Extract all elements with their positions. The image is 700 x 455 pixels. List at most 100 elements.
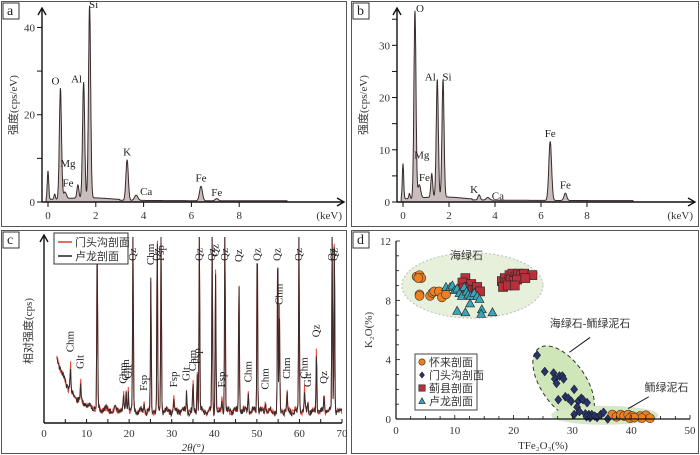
peak-label-ca: Ca xyxy=(140,186,152,198)
y-tick-label: 0 xyxy=(386,414,392,426)
x-tick-label: 8 xyxy=(236,210,242,222)
peak-label-chm: Chm xyxy=(64,330,76,352)
peak-label-mg: Mg xyxy=(60,158,76,170)
data-point-diamond xyxy=(552,378,561,389)
peak-label-fsp: Fsp xyxy=(138,374,150,390)
legend-label: 门头沟剖面 xyxy=(429,368,484,382)
peak-label-chm: Chm xyxy=(281,357,293,379)
peak-label-fe: Fe xyxy=(62,177,73,189)
peak-label-k: K xyxy=(123,146,131,158)
peak-label-chm: Chm xyxy=(299,357,311,379)
x-tick-label: 2 xyxy=(446,210,452,222)
y-tick-label: 0 xyxy=(385,197,391,209)
x-tick-label: 0 xyxy=(41,428,47,440)
panel-letter-box xyxy=(352,2,370,20)
data-point-triangle xyxy=(476,308,487,318)
peak-label-fsp: Fsp xyxy=(216,371,228,387)
peak-label-ca: Ca xyxy=(492,190,504,202)
x-axis-label: (keV) xyxy=(667,210,693,222)
peak-label-chm: Chm xyxy=(259,368,271,390)
x-tick-label: 2 xyxy=(93,210,99,222)
data-point-diamond xyxy=(559,374,568,384)
legend-marker-circle xyxy=(418,358,426,366)
legend-label: 卢龙剖面 xyxy=(75,249,119,263)
y-tick-label: 4 xyxy=(386,355,392,367)
data-point-circle xyxy=(413,273,424,283)
y-tick-label: 12 xyxy=(380,236,391,248)
legend-label: 蓟县剖面 xyxy=(429,381,473,395)
data-point-triangle xyxy=(452,305,463,315)
region-label-glauconite: 海绿石 xyxy=(450,248,483,262)
data-point-diamond xyxy=(554,394,563,405)
data-point-diamond xyxy=(575,406,584,417)
y-axis-label: 强度(cps/eV) xyxy=(356,75,370,135)
eds-chart-b: 0 2 4 6 8 0 10 20 30 (keV) 强度(cps/eV) O Fe Mg Al Si K Ca F… xyxy=(352,2,697,222)
y-tick-label: 10 xyxy=(379,145,391,157)
y-axis-arrow xyxy=(39,233,49,243)
data-point-triangle xyxy=(460,307,471,317)
data-point-circle xyxy=(414,291,425,301)
peak-label-fe: Fe xyxy=(195,173,206,185)
x-tick-label: 10 xyxy=(81,428,93,440)
peak-label-fe: Fe xyxy=(560,180,571,192)
y-tick-label: 8 xyxy=(386,295,392,307)
y-axis-label: 强度(cps/eV) xyxy=(6,75,20,135)
peak-label-qz: Qz xyxy=(326,248,338,261)
legend-label: 怀来剖面 xyxy=(429,355,473,369)
peak-label-chm: Chm xyxy=(120,359,132,381)
y-axis-arrow xyxy=(392,6,402,16)
y-axis-label: K₂O(%) xyxy=(363,312,375,349)
legend-box xyxy=(53,232,129,265)
peak-label-k: K xyxy=(470,184,478,196)
data-point-circle xyxy=(645,413,655,424)
region-label-transition: 海绿石-鲕绿泥石 xyxy=(550,316,631,330)
peak-label-fsp: Fsp xyxy=(191,348,203,364)
peak-label-chm: Chm xyxy=(118,362,130,384)
spectrum-area xyxy=(45,5,288,203)
data-point-diamond xyxy=(599,407,608,418)
panel-a-eds-spectrum: 0 2 4 6 8 0 20 40 (keV) 强度(cps/eV) O Fe Mg Al Si K Ca Fe F… xyxy=(1,0,347,227)
peak-label-glt: Glt xyxy=(181,367,193,381)
panel-c-xrd-pattern: 0 10 20 30 40 50 60 70 2θ(°) 相对强度(cps) Chm Glt Chm Ch… xyxy=(1,230,349,454)
data-point-diamond xyxy=(570,384,579,395)
peak-label-glt: Glt xyxy=(75,355,87,369)
peak-label-al: Al xyxy=(71,73,82,85)
panel-letter-box xyxy=(2,231,20,249)
data-point-triangle xyxy=(465,298,476,308)
region-label-chamosite: 鲕绿泥石 xyxy=(644,380,688,394)
peak-label-chm: Chm xyxy=(242,361,254,383)
x-tick-label: 30 xyxy=(166,428,178,440)
data-point-diamond xyxy=(579,394,587,405)
x-tick-label: 40 xyxy=(209,428,221,440)
x-axis-label: (keV) xyxy=(316,210,342,222)
peak-label-mg: Mg xyxy=(414,150,430,162)
data-point-circle xyxy=(629,412,639,423)
data-point-diamond xyxy=(583,397,592,408)
y-tick-label: 40 xyxy=(24,22,36,34)
peak-label-fe: Fe xyxy=(545,128,556,140)
data-point-diamond xyxy=(567,396,576,407)
peak-label-glt: Glt xyxy=(302,373,314,387)
x-tick-label: 20 xyxy=(508,425,519,437)
peak-label-qz: Qz xyxy=(318,371,330,384)
legend-box xyxy=(414,353,478,411)
x-tick-label: 4 xyxy=(141,210,147,222)
x-tick-label: 50 xyxy=(685,425,697,437)
peak-label-qz: Qz xyxy=(127,248,139,261)
eds-chart-a: 0 2 4 6 8 0 20 40 (keV) 强度(cps/eV) O Fe Mg Al Si K Ca Fe F… xyxy=(2,0,346,222)
data-point-diamond xyxy=(533,350,542,361)
peak-label-qz: Qz xyxy=(251,248,263,261)
x-axis-arrow xyxy=(687,197,697,207)
data-point-circle xyxy=(441,289,451,300)
peak-label-qz: Qz xyxy=(206,248,218,261)
panel-letter-box xyxy=(352,231,370,249)
peak-label-qz: Qz xyxy=(193,248,205,261)
spectrum-area xyxy=(400,10,634,203)
panel-letter: a xyxy=(7,4,14,19)
peak-label-chm: Chm xyxy=(273,283,285,305)
peak-label-fsp: Fsp xyxy=(155,245,167,261)
legend-marker-triangle xyxy=(418,397,426,404)
x-tick-label: 40 xyxy=(626,425,638,437)
peak-label-si: Si xyxy=(89,0,98,11)
x-tick-label: 70 xyxy=(337,428,349,440)
